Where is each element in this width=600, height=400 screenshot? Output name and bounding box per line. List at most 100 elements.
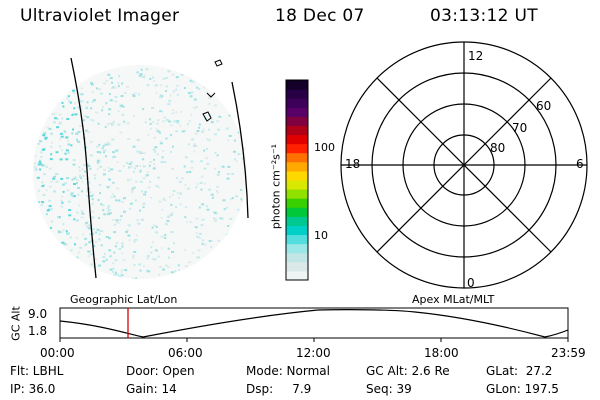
emission-speckle <box>216 120 220 123</box>
mlt-label-18: 18 <box>345 157 360 171</box>
emission-speckle <box>66 177 69 180</box>
emission-speckle <box>203 86 206 89</box>
emission-speckle <box>134 238 138 241</box>
emission-speckle <box>98 160 101 163</box>
emission-speckle <box>235 195 239 198</box>
emission-speckle <box>82 119 86 122</box>
polar-mlat-mlt-plot[interactable]: 12 18 6 0 60 70 80 <box>340 40 590 290</box>
emission-speckle <box>102 204 105 207</box>
emission-speckle <box>80 87 83 90</box>
emission-speckle <box>171 145 174 148</box>
mlt-label-6: 6 <box>576 157 584 171</box>
emission-speckle <box>58 113 62 116</box>
emission-speckle <box>205 157 209 160</box>
emission-speckle <box>119 273 122 276</box>
emission-speckle <box>157 176 161 179</box>
emission-speckle <box>110 168 114 171</box>
emission-speckle <box>128 163 132 165</box>
altitude-curve <box>59 309 569 338</box>
emission-speckle <box>95 87 98 90</box>
emission-speckle <box>169 94 172 97</box>
emission-speckle <box>151 258 155 260</box>
emission-speckle <box>139 180 143 183</box>
colorbar-cell <box>286 107 308 117</box>
emission-speckle <box>199 160 203 163</box>
emission-speckle <box>227 139 230 142</box>
colorbar-cell <box>286 98 308 108</box>
emission-speckle <box>105 236 109 238</box>
emission-speckle <box>90 253 94 256</box>
emission-speckle <box>157 186 160 189</box>
emission-speckle <box>113 195 116 198</box>
emission-speckle <box>81 211 84 214</box>
emission-speckle <box>208 188 212 191</box>
emission-speckle <box>187 123 189 126</box>
emission-speckle <box>78 174 81 177</box>
emission-speckle <box>202 128 205 131</box>
emission-speckle <box>111 81 114 84</box>
emission-speckle <box>145 68 149 71</box>
emission-speckle <box>214 151 217 154</box>
colorbar-cell <box>286 216 308 226</box>
emission-speckle <box>105 79 109 82</box>
emission-speckle <box>61 101 64 104</box>
emission-speckle <box>166 266 170 269</box>
emission-speckle <box>152 241 154 244</box>
emission-speckle <box>112 121 115 124</box>
emission-speckle <box>117 85 120 88</box>
emission-speckle <box>77 251 80 254</box>
colorbar-cell <box>286 207 308 217</box>
emission-speckle <box>47 208 50 211</box>
orbit-altitude-timeline[interactable] <box>55 305 575 345</box>
emission-speckle <box>48 185 52 188</box>
emission-speckle <box>159 266 163 268</box>
emission-speckle <box>168 195 171 198</box>
emission-speckle <box>241 157 244 160</box>
emission-speckle <box>156 153 160 156</box>
emission-speckle <box>217 170 220 173</box>
emission-speckle <box>150 196 153 199</box>
emission-speckle <box>80 177 83 180</box>
emission-speckle <box>70 144 73 147</box>
emission-speckle <box>73 177 77 180</box>
emission-speckle <box>127 224 131 227</box>
emission-speckle <box>206 138 209 141</box>
emission-speckle <box>107 213 111 216</box>
door-status: Door: Open <box>126 364 195 378</box>
emission-speckle <box>73 107 76 110</box>
emission-speckle <box>173 120 177 123</box>
emission-speckle <box>96 161 99 164</box>
emission-speckle <box>126 122 130 125</box>
emission-speckle <box>162 77 166 80</box>
emission-speckle <box>71 195 74 198</box>
emission-speckle <box>98 264 101 267</box>
emission-speckle <box>55 151 59 154</box>
emission-speckle <box>70 249 73 252</box>
emission-speckle <box>51 220 54 223</box>
emission-speckle <box>149 127 152 130</box>
emission-speckle <box>107 186 110 189</box>
emission-speckle <box>91 202 94 205</box>
emission-speckle <box>161 156 164 159</box>
emission-speckle <box>108 178 111 181</box>
emission-speckle <box>45 213 48 216</box>
emission-speckle <box>101 146 104 149</box>
emission-speckle <box>163 161 167 164</box>
emission-speckle <box>89 195 93 198</box>
emission-speckle <box>59 138 62 141</box>
emission-speckle <box>136 150 140 153</box>
emission-speckle <box>120 242 124 245</box>
emission-speckle <box>226 177 230 180</box>
altitude-axis-text: GC Alt <box>9 306 23 341</box>
emission-speckle <box>37 163 40 166</box>
terminator-line-right <box>231 81 249 219</box>
emission-speckle <box>113 223 116 226</box>
emission-speckle <box>76 219 79 222</box>
emission-speckle <box>92 193 94 196</box>
emission-speckle <box>99 151 102 154</box>
emission-speckle <box>98 143 101 146</box>
uv-earth-image[interactable] <box>0 0 290 300</box>
emission-speckle <box>109 143 111 146</box>
emission-speckle <box>161 110 164 113</box>
emission-speckle <box>223 208 226 211</box>
